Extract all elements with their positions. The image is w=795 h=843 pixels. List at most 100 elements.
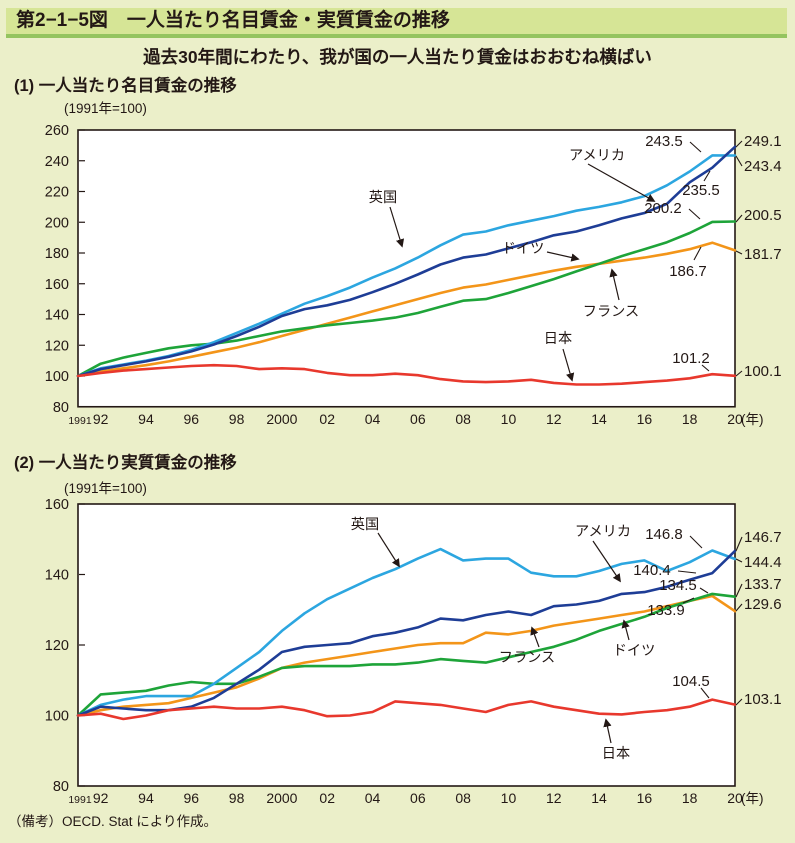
x-axis-unit-label: (年) (741, 791, 764, 806)
annotation-arrow (621, 619, 630, 641)
label-leader-line (703, 170, 711, 182)
annotation-arrow (603, 718, 612, 744)
x-tick-label: 96 (183, 790, 199, 806)
y-tick-label: 120 (45, 338, 69, 354)
x-tick-label: 98 (229, 411, 245, 427)
end-value-label: 129.6 (744, 596, 782, 613)
y-tick-label: 120 (45, 638, 69, 654)
annotation-arrow (609, 268, 620, 301)
x-tick-label: 06 (410, 411, 426, 427)
x-tick-label: 12 (546, 790, 562, 806)
x-tick-label: 06 (410, 790, 426, 806)
label-leader-line (700, 687, 710, 699)
series-name-label: 英国 (369, 189, 397, 206)
data-point-label: 243.5 (645, 133, 683, 150)
series-name-label: 日本 (602, 746, 630, 762)
x-tick-label: 98 (229, 790, 245, 806)
series-line-fr (76, 241, 737, 378)
y-tick-label: 180 (45, 246, 69, 262)
series-line-fr (76, 594, 737, 717)
y-tick-label: 200 (45, 215, 69, 231)
x-tick-label: 16 (637, 790, 653, 806)
series-line-us (76, 145, 737, 378)
end-value-label: 146.7 (744, 529, 782, 546)
plot-area (77, 129, 736, 408)
x-tick-label: 16 (637, 411, 653, 427)
end-label-leader-line (735, 603, 743, 612)
x-tick-label: 92 (93, 790, 109, 806)
series-name-label: ドイツ (613, 643, 656, 659)
x-tick-label: 08 (455, 790, 471, 806)
end-value-label: 200.5 (744, 207, 782, 224)
x-tick-label: 2000 (266, 411, 297, 427)
x-tick-label: 96 (183, 411, 199, 427)
source-note: （備考）OECD. Stat により作成。 (8, 814, 217, 829)
end-value-label: 249.1 (744, 133, 782, 150)
annotation-arrow (592, 540, 621, 583)
data-point-label: 140.4 (633, 562, 671, 579)
data-point-label: 134.5 (659, 577, 697, 594)
end-label-leader-line (735, 140, 743, 148)
series-line-de (76, 220, 737, 378)
annotation-arrow (546, 251, 580, 262)
x-tick-label: 10 (501, 790, 517, 806)
series-name-label: アメリカ (575, 524, 631, 540)
x-tick-label: 18 (682, 790, 698, 806)
x-tick-label: 20 (727, 411, 743, 427)
x-tick-label: 1991 (68, 794, 92, 806)
end-value-label: 243.4 (744, 158, 782, 175)
y-tick-label: 220 (45, 185, 69, 201)
data-point-label: 146.8 (645, 526, 683, 543)
section-2-heading: (2) 一人当たり実質賃金の推移 (14, 454, 237, 472)
data-point-label: 133.9 (647, 602, 685, 619)
data-point-label: 101.2 (672, 350, 710, 367)
y-tick-label: 80 (53, 779, 69, 795)
series-line-jp (76, 363, 737, 386)
chart-1-unit-label: (1991年=100) (64, 101, 147, 116)
x-tick-label: 94 (138, 411, 154, 427)
x-tick-label: 04 (365, 411, 381, 427)
y-tick-label: 100 (45, 369, 69, 385)
chart-2-unit-label: (1991年=100) (64, 481, 147, 496)
data-point-label: 200.2 (644, 200, 682, 217)
figure-title: 第2−1−5図 一人当たり名目賃金・実質賃金の推移 (16, 10, 450, 31)
data-point-label: 186.7 (669, 263, 707, 280)
figure-subtitle: 過去30年間にわたり、我が国の一人当たり賃金はおおむね横ばい (143, 47, 652, 67)
series-name-label: アメリカ (569, 148, 625, 164)
x-tick-label: 2000 (266, 790, 297, 806)
y-tick-label: 160 (45, 497, 69, 513)
x-tick-label: 14 (591, 790, 607, 806)
y-tick-label: 100 (45, 709, 69, 725)
end-value-label: 133.7 (744, 576, 782, 593)
y-tick-label: 140 (45, 568, 69, 584)
end-value-label: 144.4 (744, 554, 782, 571)
end-value-label: 100.1 (744, 363, 782, 380)
label-leader-line (682, 597, 695, 604)
x-tick-label: 10 (501, 411, 517, 427)
y-tick-label: 80 (53, 400, 69, 416)
annotation-arrow (389, 206, 405, 248)
x-tick-label: 14 (591, 411, 607, 427)
series-name-label: 日本 (544, 331, 572, 347)
end-label-leader-line (735, 250, 743, 255)
annotation-arrow (587, 163, 656, 202)
end-label-leader-line (735, 558, 743, 563)
series-name-label: フランス (583, 304, 639, 320)
x-tick-label: 92 (93, 411, 109, 427)
x-tick-label: 1991 (68, 415, 92, 427)
annotation-arrow (562, 348, 575, 382)
end-label-leader-line (735, 370, 743, 377)
series-line-uk (76, 154, 737, 378)
x-tick-label: 04 (365, 790, 381, 806)
x-tick-label: 12 (546, 411, 562, 427)
y-tick-label: 160 (45, 277, 69, 293)
series-name-label: フランス (499, 650, 555, 666)
label-leader-line (677, 570, 697, 574)
real-wage-chart: 80 100 120 140 160 1991 92 94 96 98 2000 02 04 06 08 10… (45, 497, 782, 806)
x-tick-label: 94 (138, 790, 154, 806)
label-leader-line (699, 587, 709, 594)
y-tick-label: 240 (45, 154, 69, 170)
x-tick-label: 18 (682, 411, 698, 427)
end-label-leader-line (735, 583, 743, 598)
